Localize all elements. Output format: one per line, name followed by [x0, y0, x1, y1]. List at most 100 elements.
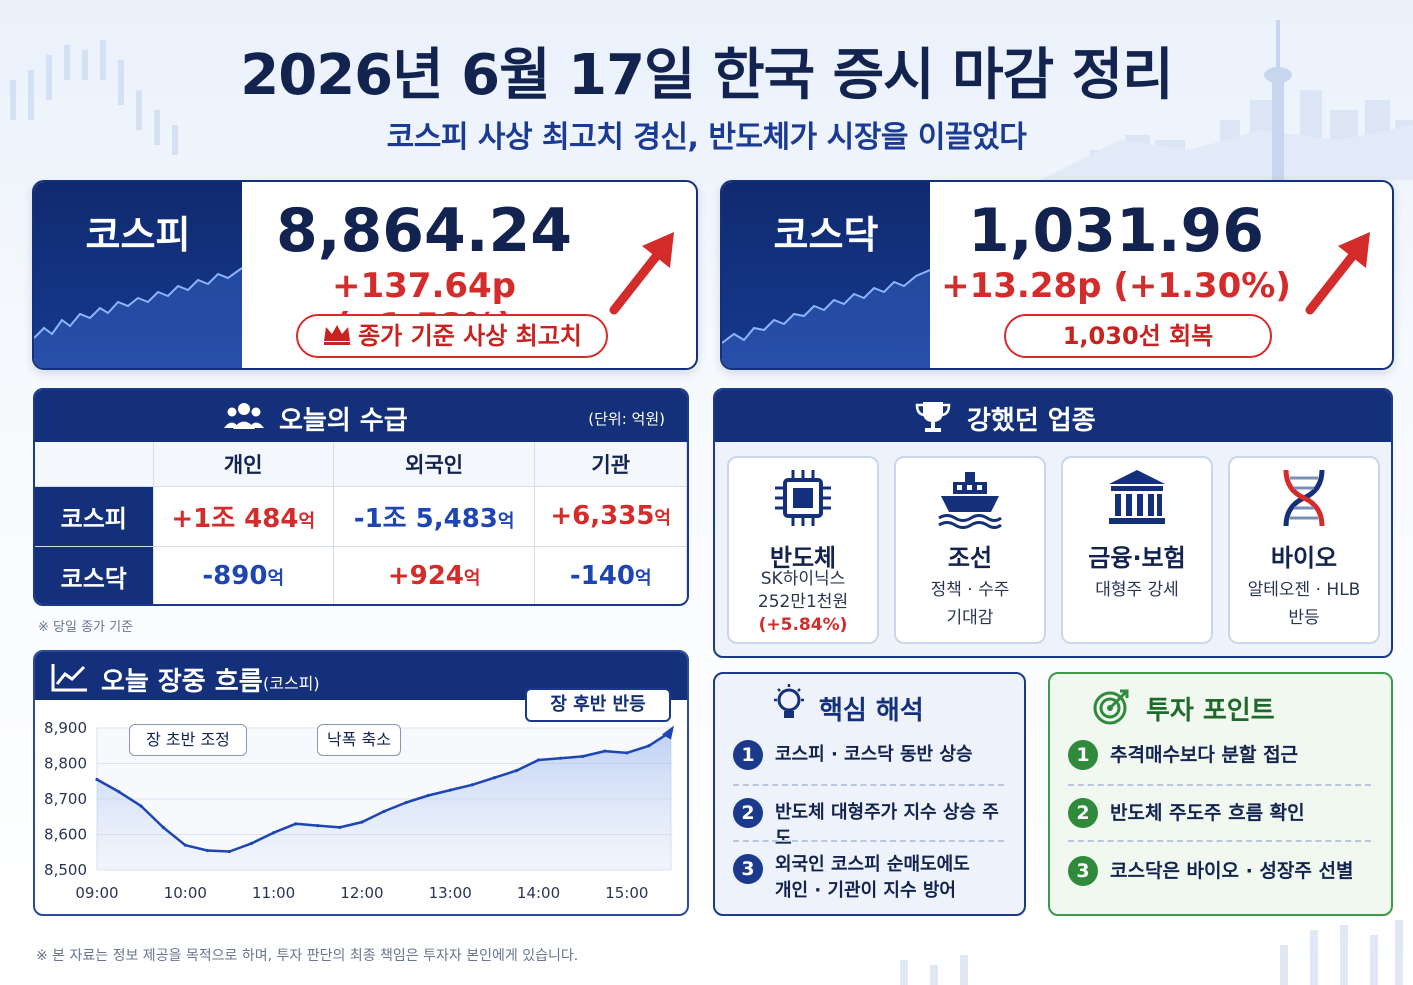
data-point [338, 825, 342, 829]
y-tick-label: 8,500 [44, 861, 87, 879]
chart-title: 오늘 장중 흐름 [101, 667, 263, 697]
number-badge: 2 [733, 798, 763, 828]
invest-item-text: 추격매수보다 분할 접근 [1110, 744, 1299, 766]
sector-card-shipbuilding: 조선 정책 · 수주 기대감 [894, 456, 1046, 644]
kospi-individual: +1조 484억 [153, 486, 334, 547]
kospi-badge-text: 종가 기준 사상 최고치 [358, 322, 582, 350]
data-point [272, 831, 276, 835]
unit-suffix: 억 [267, 568, 284, 589]
table-row: 코스피 +1조 484억 -1조 5,483억 +6,335억 [35, 486, 687, 547]
data-point [647, 744, 651, 748]
sectors-panel: 강했던 업종 반도체 SK하이닉스 252만1천원 (+5.84%) 조선 정책… [713, 388, 1393, 658]
flows-table: 개인 외국인 기관 코스피 +1조 484억 -1조 5,483억 +6,335… [35, 442, 687, 604]
data-point [382, 809, 386, 814]
cell-value: -1조 5,483 [353, 503, 498, 534]
disclaimer: ※ 본 자료는 정보 제공을 목적으로 하며, 투자 판단의 최종 책임은 투자… [36, 948, 579, 964]
invest-title: 투자 포인트 [1146, 696, 1275, 726]
sector-desc-change: (+5.84%) [758, 615, 848, 635]
data-point [536, 758, 541, 762]
number-badge: 1 [1068, 740, 1098, 770]
data-point [161, 825, 165, 829]
x-tick-label: 14:00 [517, 884, 560, 902]
y-tick-label: 8,900 [44, 719, 87, 737]
row-label-kospi: 코스피 [35, 486, 154, 547]
number-badge: 2 [1068, 798, 1098, 828]
sector-card-semiconductor: 반도체 SK하이닉스 252만1천원 (+5.84%) [727, 456, 879, 644]
flows-corner-cell [35, 442, 154, 487]
dna-icon [1230, 466, 1378, 534]
label-late-rebound: 장 후반 반등 [525, 688, 671, 722]
data-point [581, 754, 585, 758]
sector-card-bio: 바이오 알테오젠 · HLB 반등 [1228, 456, 1380, 644]
data-point [404, 800, 408, 805]
cell-value: +924 [387, 561, 464, 591]
trophy-icon [915, 400, 951, 438]
data-point [183, 843, 187, 847]
sector-desc-line: 252만1천원 [757, 592, 849, 612]
label-narrowing: 낙폭 축소 [317, 724, 401, 756]
sectors-title: 강했던 업종 [967, 406, 1096, 436]
y-tick-label: 8,800 [44, 755, 87, 773]
up-arrow-icon [1305, 232, 1370, 315]
divider [1068, 784, 1371, 786]
invest-item-text: 코스닥은 바이오 · 성장주 선별 [1110, 860, 1354, 882]
number-badge: 3 [733, 854, 763, 884]
people-icon [223, 402, 265, 434]
kospi-card: 코스피 8,864.24 +137.64p (+1.58%) 종가 기준 사상 … [32, 180, 698, 370]
flows-header-row: 개인 외국인 기관 [35, 442, 687, 487]
bank-icon [1063, 466, 1211, 534]
data-point [139, 804, 143, 808]
analysis-item: 2 반도체 대형주가 지수 상승 주도 [733, 790, 1014, 849]
data-point [117, 790, 121, 794]
kospi-foreign: -1조 5,483억 [333, 486, 536, 547]
data-point [603, 749, 607, 753]
unit-suffix: 억 [654, 508, 671, 529]
data-point [470, 783, 474, 787]
sector-name: 바이오 [1270, 544, 1338, 572]
sector-desc-line: 알테오젠 · HLB [1247, 580, 1361, 600]
x-tick-label: 11:00 [252, 884, 295, 902]
kosdaq-value: 1,031.96 [967, 196, 1265, 266]
kosdaq-label-panel: 코스닥 [722, 182, 930, 368]
sector-desc-line: 반등 [1288, 608, 1320, 628]
data-point [95, 777, 99, 782]
data-point [249, 841, 254, 845]
data-point [227, 849, 232, 854]
col-header-individual: 개인 [153, 442, 334, 487]
unit-suffix: 억 [298, 510, 316, 532]
data-point [426, 793, 430, 798]
data-point [448, 788, 452, 792]
sector-desc: 정책 · 수주 기대감 [900, 576, 1040, 632]
page-subtitle: 코스피 사상 최고치 경신, 반도체가 시장을 이끌었다 [386, 120, 1027, 155]
number-badge: 3 [1068, 856, 1098, 886]
sector-desc: 대형주 강세 [1095, 580, 1179, 600]
kosdaq-foreign: +924억 [333, 546, 536, 604]
chip-icon [729, 466, 877, 534]
cell-value: -890 [202, 561, 268, 591]
cell-value: +6,335 [550, 501, 655, 531]
flows-unit: (단위: 억원) [588, 410, 665, 428]
sector-name: 조선 [947, 544, 993, 572]
lightbulb-icon [771, 684, 807, 728]
kosdaq-name: 코스닥 [773, 213, 879, 257]
data-point [514, 769, 519, 773]
data-point [316, 824, 320, 828]
sector-desc-line: 정책 · 수주 [930, 580, 1010, 600]
unit-suffix: 억 [634, 568, 652, 589]
invest-item: 2 반도체 주도주 흐름 확인 [1068, 790, 1381, 840]
kosdaq-change: +13.28p (+1.30%) [941, 266, 1291, 306]
kosdaq-card: 코스닥 1,031.96 +13.28p (+1.30%) 1,030선 회복 [720, 180, 1394, 370]
unit-suffix: 억 [497, 510, 515, 532]
row-label-kosdaq: 코스닥 [35, 546, 154, 604]
kospi-sparkline [34, 267, 242, 368]
analysis-item-line: 외국인 코스피 순매도에도 [775, 854, 970, 875]
col-header-institution: 기관 [534, 442, 687, 487]
analysis-item: 1 코스피 · 코스닥 동반 상승 [733, 732, 1014, 782]
sector-desc-line: SK하이닉스 [760, 569, 846, 589]
sector-desc: SK하이닉스 252만1천원 (+5.84%) [733, 568, 873, 637]
cell-value: +1조 484 [171, 503, 299, 534]
kosdaq-sparkline [722, 269, 930, 368]
analysis-item-text: 반도체 대형주가 지수 상승 주도 [775, 802, 999, 849]
divider [1068, 840, 1371, 842]
up-arrow-icon [609, 232, 674, 315]
